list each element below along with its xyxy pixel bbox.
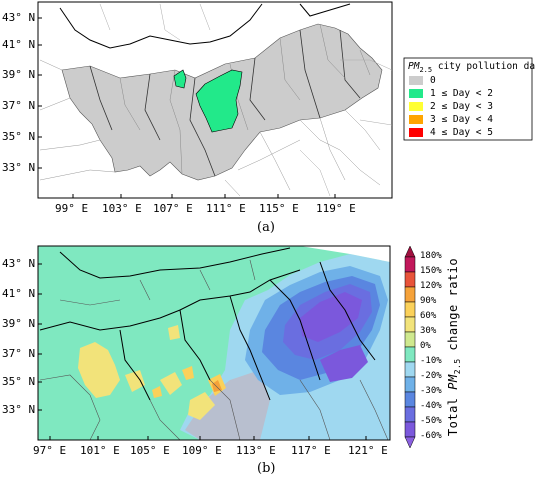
top-legend-box bbox=[403, 57, 533, 141]
one-day-region-small bbox=[173, 69, 187, 89]
cb-tick-m30: -30% bbox=[420, 386, 442, 396]
top-lon-label-99: 99° E bbox=[55, 202, 89, 215]
top-lat-label-35: 35° N bbox=[2, 130, 36, 143]
bottom-lon-label-121: 121° E bbox=[348, 444, 388, 457]
top-legend-label-4: 4 ≤ Day < 5 bbox=[430, 127, 493, 138]
top-lat-label-39: 39° N bbox=[2, 68, 36, 81]
top-lat-label-37: 37° N bbox=[2, 99, 36, 112]
top-lon-axis bbox=[72, 194, 336, 198]
top-lat-label-43: 43° N bbox=[2, 11, 36, 24]
bottom-lat-label-43: 43° N bbox=[2, 257, 36, 270]
colorbar-title: Total PM2.5 change ratio bbox=[445, 257, 463, 437]
cb-tick-m60: -60% bbox=[420, 431, 442, 441]
bottom-lat-label-35: 35° N bbox=[2, 375, 36, 388]
one-day-region-large bbox=[195, 69, 243, 133]
top-lon-label-115: 115° E bbox=[259, 202, 299, 215]
bottom-lon-label-101: 101° E bbox=[80, 444, 120, 457]
top-lat-label-33: 33° N bbox=[2, 161, 36, 174]
bottom-lat-axis bbox=[38, 263, 42, 411]
bottom-lon-label-117: 117° E bbox=[291, 444, 331, 457]
cb-tick-120: 120% bbox=[420, 281, 442, 291]
top-legend-swatches bbox=[409, 76, 423, 137]
cb-tick-m10: -10% bbox=[420, 356, 442, 366]
cb-tick-0: 0% bbox=[420, 341, 431, 351]
cb-tick-m20: -20% bbox=[420, 371, 442, 381]
bottom-lon-label-109: 109° E bbox=[182, 444, 222, 457]
caption-a: (a) bbox=[257, 220, 275, 235]
bottom-lon-axis bbox=[49, 436, 367, 440]
bottom-lat-label-41: 41° N bbox=[2, 287, 36, 300]
increase-spots bbox=[78, 325, 226, 420]
top-legend-label-0: 0 bbox=[430, 75, 436, 86]
cb-tick-30: 30% bbox=[420, 326, 437, 336]
top-lon-label-111: 111° E bbox=[206, 202, 246, 215]
bottom-lat-label-33: 33° N bbox=[2, 403, 36, 416]
top-legend-label-3: 3 ≤ Day < 4 bbox=[430, 114, 493, 125]
caption-b: (b) bbox=[257, 461, 276, 476]
top-lat-axis bbox=[38, 17, 42, 169]
top-legend-label-1: 1 ≤ Day < 2 bbox=[430, 88, 493, 99]
cb-tick-150: 150% bbox=[420, 266, 442, 276]
bottom-lat-label-37: 37° N bbox=[2, 347, 36, 360]
top-lon-label-119: 119° E bbox=[316, 202, 356, 215]
cb-tick-90: 90% bbox=[420, 296, 437, 306]
bottom-lon-label-113: 113° E bbox=[236, 444, 276, 457]
top-lon-label-107: 107° E bbox=[153, 202, 193, 215]
bottom-map-frame bbox=[37, 245, 391, 441]
top-lat-label-41: 41° N bbox=[2, 38, 36, 51]
cb-tick-60: 60% bbox=[420, 311, 437, 321]
cb-tick-m40: -40% bbox=[420, 401, 442, 411]
top-legend-title: PM2.5 city pollution day bbox=[408, 61, 535, 74]
bottom-lon-label-105: 105° E bbox=[130, 444, 170, 457]
top-lon-label-103: 103° E bbox=[102, 202, 142, 215]
colorbar bbox=[404, 245, 416, 449]
bottom-lat-label-39: 39° N bbox=[2, 317, 36, 330]
cb-tick-180: 180% bbox=[420, 251, 442, 261]
top-legend-label-2: 2 ≤ Day < 3 bbox=[430, 101, 493, 112]
bottom-lon-label-97: 97° E bbox=[33, 444, 67, 457]
cb-tick-m50: -50% bbox=[420, 416, 442, 426]
